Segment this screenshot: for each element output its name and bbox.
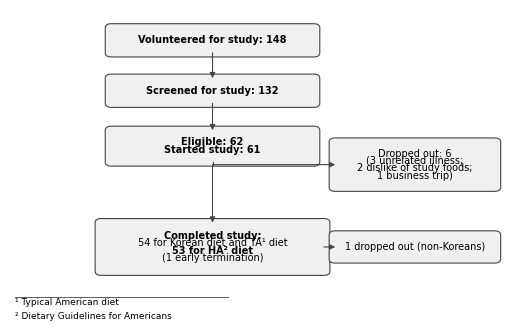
Text: Volunteered for study: 148: Volunteered for study: 148: [138, 35, 286, 45]
FancyBboxPatch shape: [95, 219, 329, 276]
FancyBboxPatch shape: [105, 74, 319, 108]
Text: 2 dislike of study foods;: 2 dislike of study foods;: [357, 163, 472, 173]
FancyBboxPatch shape: [105, 126, 319, 166]
Text: (1 early termination): (1 early termination): [162, 253, 263, 263]
Text: Started study: 61: Started study: 61: [164, 145, 260, 155]
Text: Eligible: 62: Eligible: 62: [181, 137, 243, 148]
Text: 1 dropped out (non-Koreans): 1 dropped out (non-Koreans): [344, 242, 484, 252]
Text: 1 business trip): 1 business trip): [376, 171, 452, 181]
Text: 53 for HA² diet: 53 for HA² diet: [172, 246, 252, 256]
Text: Completed study:: Completed study:: [164, 231, 261, 241]
FancyBboxPatch shape: [105, 24, 319, 57]
Text: ² Dietary Guidelines for Americans: ² Dietary Guidelines for Americans: [15, 312, 172, 321]
Text: (3 unrelated illness;: (3 unrelated illness;: [366, 156, 463, 166]
Text: Dropped out: 6: Dropped out: 6: [377, 149, 451, 159]
Text: ¹ Typical American diet: ¹ Typical American diet: [15, 298, 119, 307]
FancyBboxPatch shape: [329, 231, 500, 263]
Text: 54 for Korean diet and TA¹ diet: 54 for Korean diet and TA¹ diet: [137, 238, 287, 248]
FancyBboxPatch shape: [329, 138, 500, 192]
Text: Screened for study: 132: Screened for study: 132: [146, 86, 278, 96]
